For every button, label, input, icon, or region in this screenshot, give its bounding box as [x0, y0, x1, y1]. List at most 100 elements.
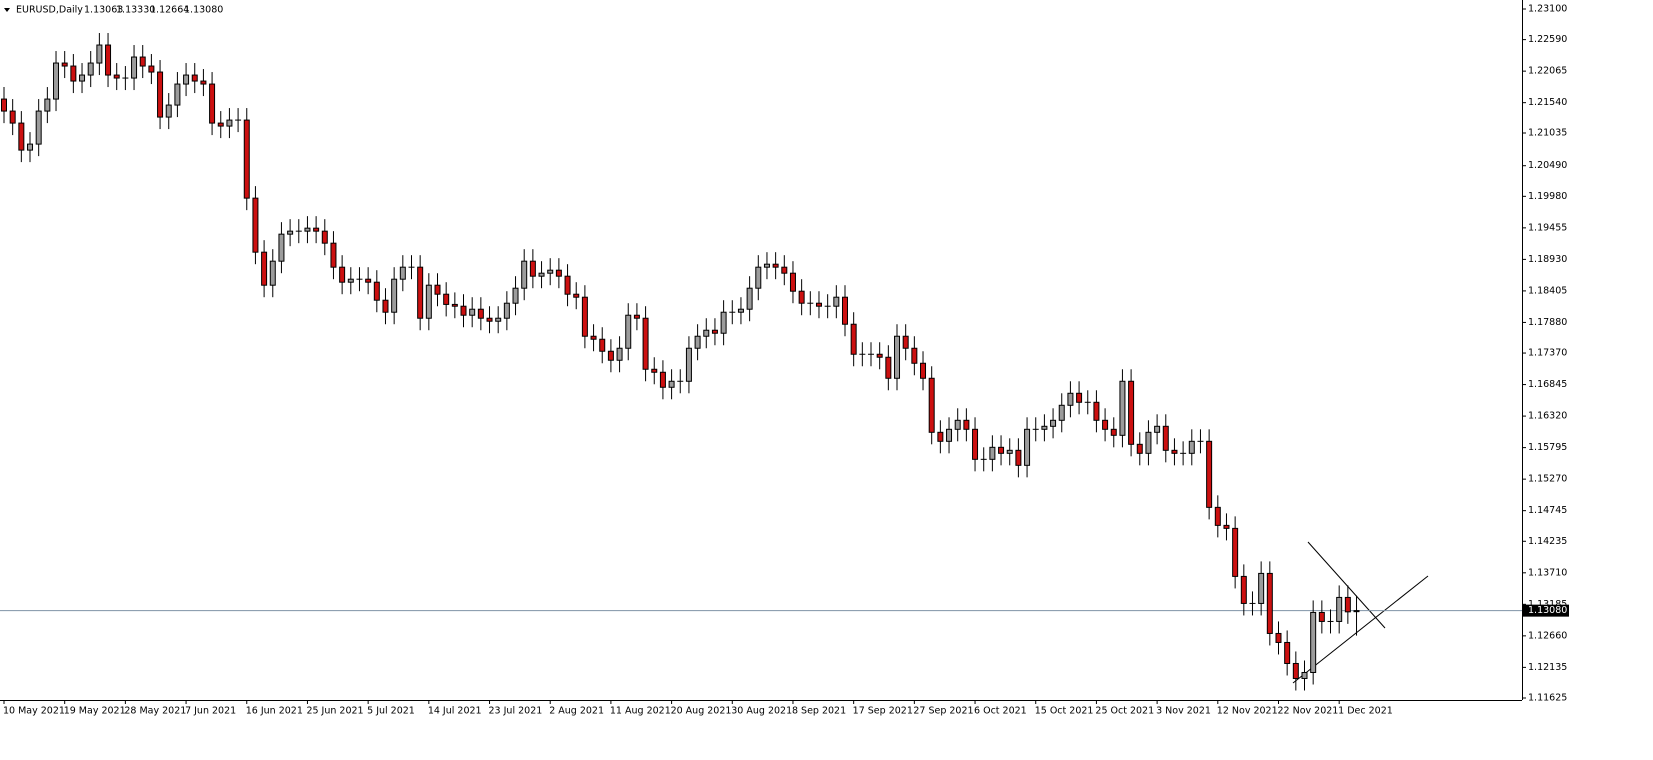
x-tick-label: 28 May 2021 — [124, 706, 186, 717]
candle-body — [1145, 431, 1152, 454]
y-tick-label: 1.12135 — [1528, 662, 1567, 673]
candle-body — [1353, 610, 1360, 613]
candle-body — [685, 347, 692, 382]
candle-body — [261, 251, 268, 286]
candle-body — [1232, 527, 1239, 577]
candle-body — [27, 143, 34, 151]
y-tick-label: 1.19455 — [1528, 222, 1567, 233]
candle-body — [477, 308, 484, 319]
x-tick-label: 15 Oct 2021 — [1035, 706, 1094, 717]
candle-body — [642, 317, 649, 370]
trendline[interactable] — [1307, 541, 1386, 629]
candle-body — [495, 317, 502, 322]
x-tick-label: 20 Aug 2021 — [671, 706, 732, 717]
candle-body — [763, 263, 770, 268]
candle-body — [79, 74, 86, 82]
candle-body — [321, 230, 328, 244]
candle-body — [217, 122, 224, 127]
y-tick-label: 1.13185 — [1528, 599, 1567, 610]
y-tick-label: 1.21035 — [1528, 127, 1567, 138]
candle-body — [1154, 425, 1161, 433]
x-tick-label: 17 Sep 2021 — [853, 706, 913, 717]
y-tick-label: 1.22590 — [1528, 34, 1567, 45]
candle-body — [131, 56, 138, 79]
candle-body — [833, 296, 840, 307]
candle-body — [625, 314, 632, 349]
candle-body — [365, 278, 372, 283]
candle-body — [989, 446, 996, 460]
y-tick-label: 1.22065 — [1528, 66, 1567, 77]
candle-body — [209, 83, 216, 124]
candle-body — [1136, 443, 1143, 454]
candle-body — [954, 419, 961, 430]
y-tick-label: 1.20490 — [1528, 160, 1567, 171]
candle-body — [911, 347, 918, 364]
y-tick-label: 1.14745 — [1528, 505, 1567, 516]
candle-body — [1258, 572, 1265, 604]
y-tick-label: 1.18930 — [1528, 254, 1567, 265]
candle-body — [772, 263, 779, 268]
candle-body — [1206, 440, 1213, 508]
candle-body — [269, 260, 276, 286]
candle-body — [815, 302, 822, 307]
candle-body — [417, 266, 424, 319]
x-tick-label: 12 Nov 2021 — [1217, 706, 1278, 717]
x-tick-label: 8 Sep 2021 — [792, 706, 846, 717]
candle-body — [1240, 575, 1247, 604]
candle-body — [651, 368, 658, 373]
candle-body — [200, 80, 207, 85]
candle-body — [607, 350, 614, 361]
candle-body — [287, 230, 294, 235]
candle-body — [1292, 662, 1299, 679]
candle-body — [1, 98, 7, 112]
candle-body — [460, 305, 467, 316]
candle-body — [529, 260, 536, 277]
y-tick-label: 1.17880 — [1528, 317, 1567, 328]
candle-body — [616, 347, 623, 361]
y-tick-label: 1.12660 — [1528, 630, 1567, 641]
candle-body — [1171, 449, 1178, 454]
candle-body — [1024, 428, 1031, 466]
symbol-menu-arrow[interactable] — [4, 8, 10, 12]
x-tick-label: 27 Sep 2021 — [913, 706, 973, 717]
y-tick-label: 1.17370 — [1528, 348, 1567, 359]
candle-body — [972, 428, 979, 460]
candle-body — [798, 290, 805, 304]
candle-body — [1058, 404, 1065, 421]
candle-body — [937, 431, 944, 442]
candle-body — [711, 329, 718, 334]
candle-body — [841, 296, 848, 325]
candle-body — [1284, 641, 1291, 664]
candle-body — [391, 278, 398, 313]
x-tick-label: 22 Nov 2021 — [1277, 706, 1338, 717]
candle-body — [1067, 392, 1074, 406]
candle-body — [252, 197, 259, 253]
x-tick-label: 14 Jul 2021 — [428, 706, 482, 717]
candle-body — [1214, 506, 1221, 526]
candle-body — [1041, 425, 1048, 430]
current-price-tag — [1523, 604, 1569, 617]
candle-body — [564, 275, 571, 295]
candle-body — [486, 317, 493, 322]
candle-body — [1162, 425, 1169, 451]
x-tick-label: 11 Aug 2021 — [610, 706, 671, 717]
symbol-label: EURUSD,Daily — [16, 5, 83, 16]
x-tick-label: 3 Nov 2021 — [1156, 706, 1211, 717]
candle-body — [720, 311, 727, 334]
candle-body — [512, 287, 519, 304]
y-tick-label: 1.16845 — [1528, 379, 1567, 390]
candle-body — [746, 287, 753, 310]
candle-body — [737, 308, 744, 313]
ohlc-low: 1.12664 — [150, 5, 189, 16]
candle-body — [1015, 449, 1022, 466]
candle-body — [226, 119, 233, 127]
candle-body — [53, 62, 60, 100]
candle-body — [633, 314, 640, 319]
candle-body — [165, 104, 172, 118]
candle-body — [1301, 671, 1308, 679]
y-tick-label: 1.11625 — [1528, 693, 1567, 704]
candle-body — [434, 284, 441, 295]
candle-body — [694, 335, 701, 349]
candle-body — [443, 293, 450, 305]
candle-body — [928, 377, 935, 433]
